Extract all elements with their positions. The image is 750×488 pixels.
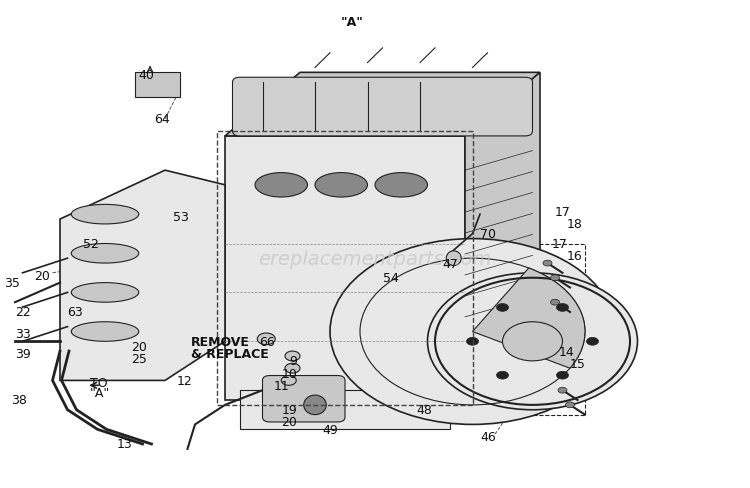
Text: 20: 20 <box>34 269 50 282</box>
Ellipse shape <box>255 173 308 198</box>
Text: 9: 9 <box>289 355 296 367</box>
Text: 46: 46 <box>480 430 496 443</box>
Circle shape <box>496 371 508 379</box>
Circle shape <box>427 273 638 410</box>
Polygon shape <box>225 73 540 137</box>
Text: 12: 12 <box>176 374 192 387</box>
FancyBboxPatch shape <box>262 376 345 422</box>
Text: 35: 35 <box>4 277 20 289</box>
FancyBboxPatch shape <box>232 78 532 137</box>
Text: 15: 15 <box>570 357 586 370</box>
Text: "A": "A" <box>341 16 364 28</box>
Ellipse shape <box>71 322 139 342</box>
Text: 18: 18 <box>566 218 582 231</box>
Circle shape <box>496 304 508 312</box>
Text: 48: 48 <box>416 404 432 416</box>
Polygon shape <box>465 73 540 400</box>
Text: 40: 40 <box>139 69 154 82</box>
Circle shape <box>543 261 552 266</box>
Text: 53: 53 <box>172 211 188 224</box>
Text: 49: 49 <box>322 423 338 436</box>
Text: & REPLACE: & REPLACE <box>191 347 269 360</box>
Text: 52: 52 <box>82 238 98 250</box>
Circle shape <box>558 387 567 393</box>
Bar <box>217 132 472 405</box>
Circle shape <box>330 239 615 425</box>
Circle shape <box>566 402 574 408</box>
Text: 63: 63 <box>68 306 83 319</box>
Text: 14: 14 <box>559 345 574 358</box>
Text: 11: 11 <box>274 379 290 392</box>
Text: 66: 66 <box>259 335 274 348</box>
Ellipse shape <box>375 173 427 198</box>
Circle shape <box>281 376 296 386</box>
Text: 64: 64 <box>154 113 170 126</box>
Text: 39: 39 <box>15 347 31 360</box>
Ellipse shape <box>71 283 139 303</box>
Text: 16: 16 <box>566 250 582 263</box>
Circle shape <box>556 304 568 312</box>
Circle shape <box>586 338 598 346</box>
Polygon shape <box>240 390 450 429</box>
Circle shape <box>285 351 300 361</box>
Text: TO: TO <box>90 377 108 389</box>
Ellipse shape <box>446 251 461 266</box>
Ellipse shape <box>71 205 139 224</box>
Text: 54: 54 <box>382 272 398 285</box>
Text: 19: 19 <box>281 404 297 416</box>
Text: 33: 33 <box>15 328 31 341</box>
Polygon shape <box>60 171 225 381</box>
Circle shape <box>466 338 478 346</box>
Text: ereplacementparts.com: ereplacementparts.com <box>258 249 492 268</box>
Circle shape <box>556 371 568 379</box>
Bar <box>135 73 180 98</box>
Text: ereplacementparts.com: ereplacementparts.com <box>258 249 492 268</box>
Text: 20: 20 <box>131 340 147 353</box>
Circle shape <box>257 333 275 345</box>
Ellipse shape <box>304 395 326 415</box>
Text: 10: 10 <box>281 367 297 380</box>
Text: 22: 22 <box>15 306 31 319</box>
Ellipse shape <box>71 244 139 264</box>
Text: REMOVE: REMOVE <box>191 335 250 348</box>
Text: 13: 13 <box>116 438 132 450</box>
Wedge shape <box>472 268 585 368</box>
Text: 70: 70 <box>480 228 496 241</box>
Circle shape <box>550 275 560 281</box>
Text: 20: 20 <box>281 416 297 428</box>
Circle shape <box>550 300 560 305</box>
Circle shape <box>285 364 300 373</box>
Polygon shape <box>225 137 465 400</box>
Ellipse shape <box>315 173 368 198</box>
Text: 47: 47 <box>442 257 458 270</box>
Text: 38: 38 <box>11 394 27 407</box>
Text: 25: 25 <box>131 352 147 365</box>
Text: 17: 17 <box>551 238 567 250</box>
Text: 17: 17 <box>555 206 571 219</box>
Text: "A": "A" <box>90 386 110 399</box>
Circle shape <box>503 322 562 361</box>
